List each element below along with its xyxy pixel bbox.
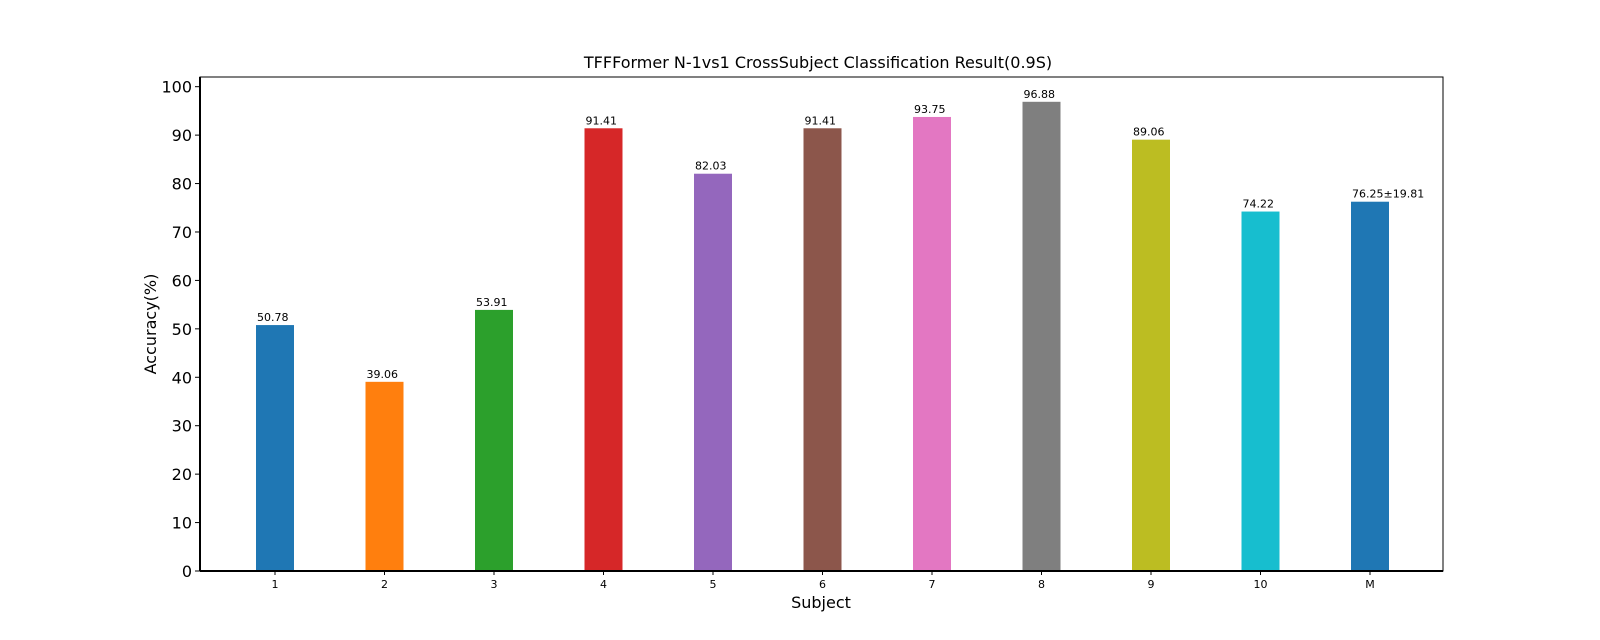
bar-8 xyxy=(1022,101,1061,571)
y-tick-label-60: 60 xyxy=(172,271,192,290)
x-tick-label-9: 9 xyxy=(1148,578,1155,591)
x-tick-label-10: 10 xyxy=(1254,578,1268,591)
value-label-3: 53.91 xyxy=(476,296,508,309)
bar-M xyxy=(1351,201,1389,571)
value-label-9: 89.06 xyxy=(1133,126,1165,139)
x-tick-label-3: 3 xyxy=(491,578,498,591)
y-tick-label-100: 100 xyxy=(161,78,192,97)
value-label-M: 76.25±19.81 xyxy=(1352,188,1424,201)
bar-10 xyxy=(1241,211,1280,571)
plot-area: 50.78 39.06 53.91 91.41 82.03 91.41 93.75 96.88… xyxy=(256,88,1424,572)
x-axis-ticks: 1 2 3 4 5 6 7 8 9 10 M xyxy=(272,571,1375,591)
y-tick-label-50: 50 xyxy=(172,320,192,339)
y-tick-label-40: 40 xyxy=(172,368,192,387)
x-tick-label-M: M xyxy=(1365,578,1375,591)
x-tick-label-2: 2 xyxy=(381,578,388,591)
y-axis-label: Accuracy(%) xyxy=(141,274,160,375)
bar-6 xyxy=(803,128,842,571)
y-tick-label-80: 80 xyxy=(172,175,192,194)
y-axis-ticks: 0 10 20 30 40 50 60 70 80 90 100 xyxy=(161,78,200,581)
value-label-6: 91.41 xyxy=(805,114,837,127)
value-label-7: 93.75 xyxy=(914,103,946,116)
bar-9 xyxy=(1132,139,1170,571)
bar-1 xyxy=(256,325,294,571)
x-tick-label-8: 8 xyxy=(1038,578,1045,591)
value-label-10: 74.22 xyxy=(1243,198,1275,211)
bar-3 xyxy=(475,309,513,571)
value-label-4: 91.41 xyxy=(586,114,618,127)
bar-5 xyxy=(694,173,732,571)
y-tick-label-70: 70 xyxy=(172,223,192,242)
value-label-1: 50.78 xyxy=(257,311,289,324)
x-tick-label-4: 4 xyxy=(600,578,607,591)
value-label-8: 96.88 xyxy=(1024,88,1056,101)
value-label-2: 39.06 xyxy=(367,368,399,381)
y-tick-label-10: 10 xyxy=(172,514,192,533)
bar-2 xyxy=(365,381,404,571)
y-tick-label-30: 30 xyxy=(172,417,192,436)
x-tick-label-5: 5 xyxy=(710,578,717,591)
y-tick-label-20: 20 xyxy=(172,465,192,484)
value-label-5: 82.03 xyxy=(695,160,727,173)
x-axis-label: Subject xyxy=(791,593,851,612)
x-tick-label-6: 6 xyxy=(819,578,826,591)
y-tick-label-0: 0 xyxy=(182,562,192,581)
y-tick-label-90: 90 xyxy=(172,126,192,145)
bar-7 xyxy=(913,116,951,572)
chart-title: TFFFormer N-1vs1 CrossSubject Classifica… xyxy=(583,53,1052,72)
bar-4 xyxy=(584,128,623,571)
x-tick-label-1: 1 xyxy=(272,578,279,591)
x-tick-label-7: 7 xyxy=(929,578,936,591)
